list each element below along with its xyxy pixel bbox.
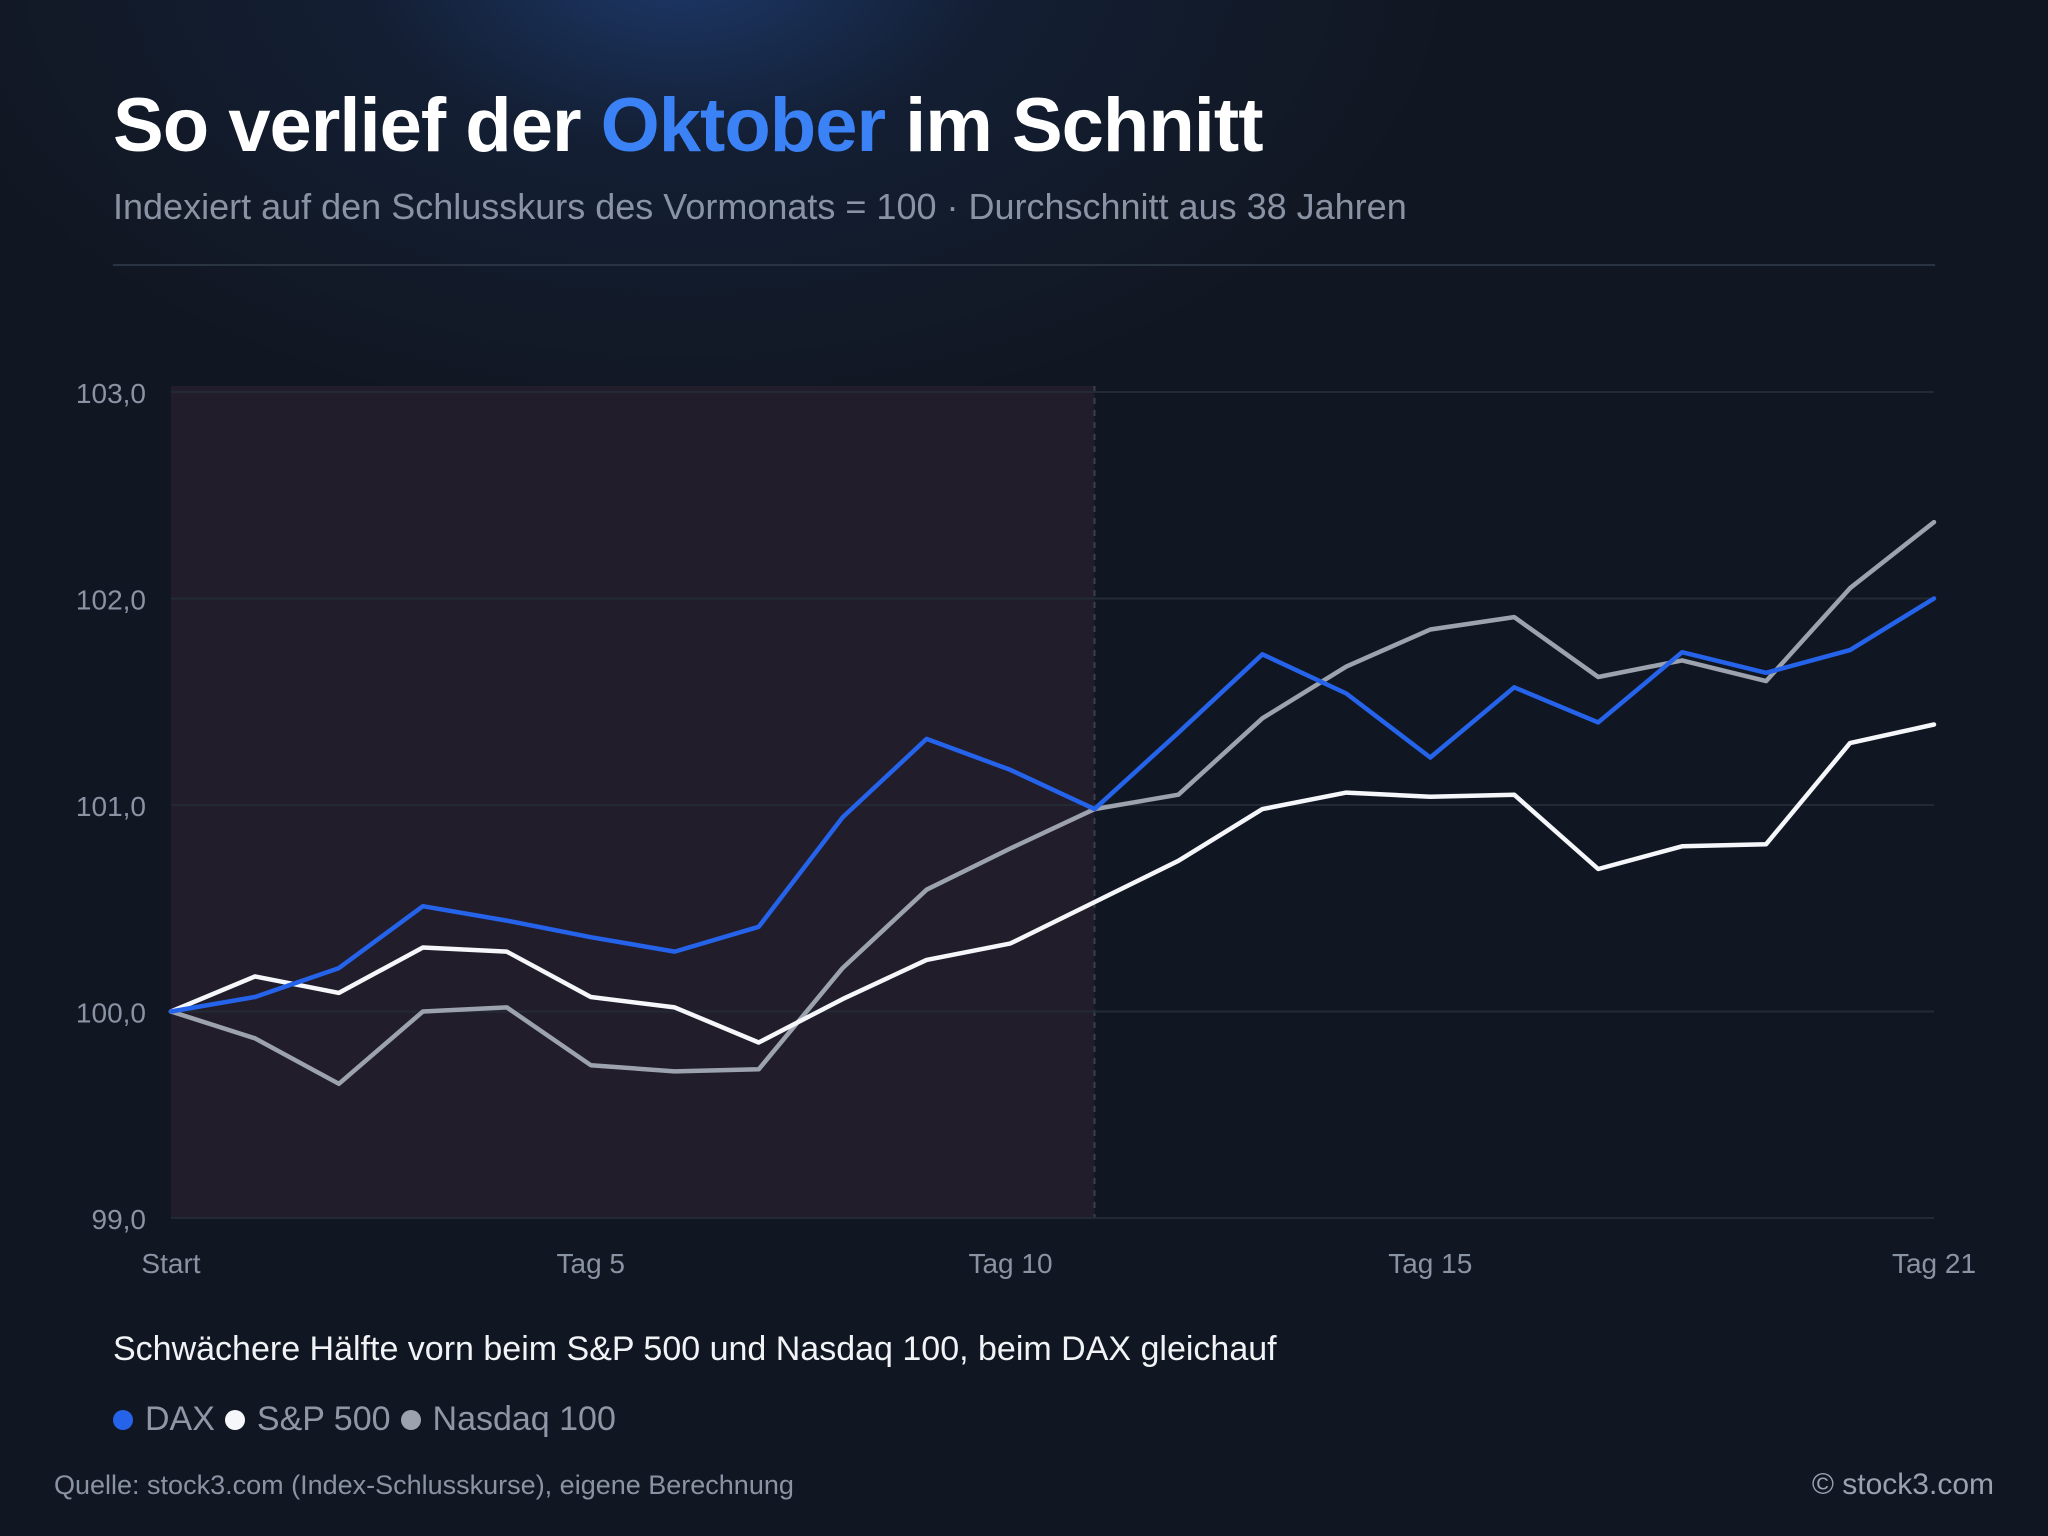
y-tick-label: 101,0 [76,791,146,822]
series-line-nasdaq100 [168,519,1937,1087]
series-line-sp500 [168,722,1937,1045]
title-suffix: im Schnitt [885,83,1263,168]
title-prefix: So verlief der [113,83,601,168]
x-tick-label: Tag 21 [1892,1248,1976,1279]
x-tick-label: Start [141,1248,200,1279]
copyright-note: © stock3.com [1811,1468,1994,1501]
legend-item-nasdaq100: Nasdaq 100 [400,1400,616,1439]
chart-annotation: Schwächere Hälfte vorn beim S&P 500 und … [113,1330,1277,1368]
chart-subtitle: Indexiert auf den Schlusskurs des Vormon… [113,186,1407,227]
legend-label-nasdaq100: Nasdaq 100 [432,1400,616,1438]
legend-dot-sp500 [224,1409,245,1430]
title-accent-month: Oktober [600,83,886,168]
y-tick-label: 99,0 [92,1204,147,1235]
legend-label-sp500: S&P 500 [256,1400,391,1438]
y-tick-label: 103,0 [76,378,146,409]
y-tick-label: 102,0 [76,585,146,616]
x-tick-label: Tag 5 [557,1248,626,1279]
line-chart: 99,0 100,0 101,0 102,0 103,0 Start Tag 5 Tag 10… [76,378,1976,1279]
legend-dot-dax [113,1409,133,1430]
x-tick-label: Tag 10 [968,1248,1052,1279]
x-tick-label: Tag 15 [1388,1248,1472,1279]
header-divider [113,264,1935,266]
chart-legend: DAX S&P 500 Nasdaq 100 [113,1400,626,1439]
legend-item-dax: DAX [113,1400,215,1439]
series-line-dax [168,596,1937,1014]
legend-item-sp500: S&P 500 [224,1400,391,1439]
legend-dot-nasdaq100 [400,1409,421,1430]
source-note: Quelle: stock3.com (Index-Schlusskurse),… [54,1470,794,1500]
legend-label-dax: DAX [145,1400,215,1438]
first-half-highlight [171,386,1095,1218]
y-tick-label: 100,0 [76,998,146,1029]
chart-title: So verlief der Oktober im Schnitt [113,82,1264,169]
